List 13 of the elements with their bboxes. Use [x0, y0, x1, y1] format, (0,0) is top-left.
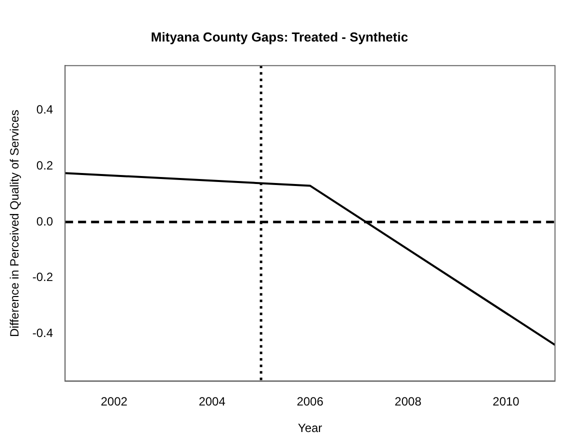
x-tick-label: 2004	[198, 394, 226, 409]
x-tick-label: 2008	[394, 394, 422, 409]
y-tick-label: 0.4	[36, 102, 54, 117]
chart-title: Mityana County Gaps: Treated - Synthetic	[150, 29, 408, 44]
x-tick-label: 2002	[100, 394, 128, 409]
y-tick-label: 0.2	[36, 158, 54, 172]
y-axis-title: Difference in Perceived Quality of Services	[8, 110, 22, 338]
y-tick-label: -0.4	[32, 326, 54, 340]
x-tick-label: 2010	[492, 394, 520, 409]
x-tick-label: 2006	[296, 394, 324, 409]
x-axis-title: Year	[298, 421, 322, 436]
y-tick-label: 0.0	[36, 214, 54, 228]
y-tick-label: -0.2	[32, 270, 54, 284]
